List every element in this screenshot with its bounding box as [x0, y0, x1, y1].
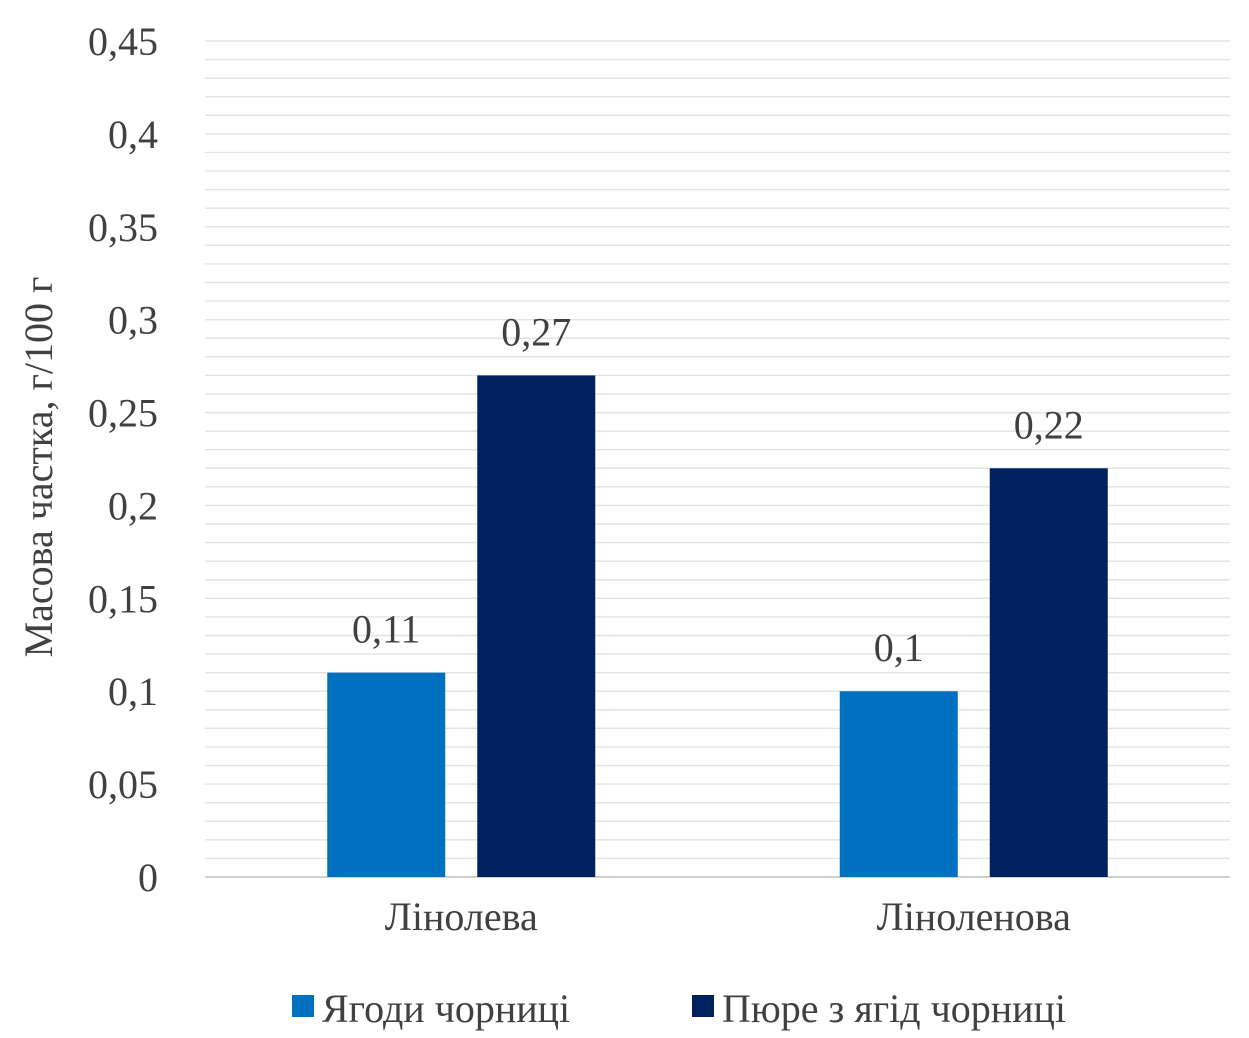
bar [477, 375, 596, 877]
y-tick-label: 0,3 [108, 298, 158, 343]
legend-label: Ягоди чорниці [322, 986, 570, 1031]
data-label: 0,22 [1014, 402, 1084, 447]
y-axis-ticks: 0 0,05 0,1 0,15 0,2 0,25 0,3 0,35 0,4 0,45 [88, 19, 158, 900]
y-tick-label: 0,45 [88, 19, 158, 64]
data-label: 0,1 [874, 625, 924, 670]
legend-swatch [292, 995, 314, 1017]
x-category-label: Ліноленова [877, 894, 1072, 939]
data-label: 0,27 [501, 309, 571, 354]
y-tick-label: 0,05 [88, 762, 158, 807]
x-axis-categories: Лінолева Ліноленова [385, 894, 1071, 939]
y-tick-label: 0,2 [108, 483, 158, 528]
y-tick-label: 0,15 [88, 576, 158, 621]
bar [989, 468, 1108, 877]
data-label: 0,11 [352, 607, 421, 652]
y-tick-label: 0,35 [88, 205, 158, 250]
y-tick-label: 0 [138, 855, 158, 900]
legend-label: Пюре з ягід чорниці [722, 986, 1066, 1031]
x-category-label: Лінолева [385, 894, 538, 939]
data-labels: 0,11 0,27 0,1 0,22 [352, 309, 1084, 670]
y-tick-label: 0,4 [108, 112, 158, 157]
bars [327, 375, 1108, 877]
y-tick-label: 0,1 [108, 669, 158, 714]
legend: Ягоди чорниці Пюре з ягід чорниці [292, 986, 1066, 1031]
y-axis-title: Масова частка, г/100 г [16, 277, 61, 658]
bar [327, 672, 446, 877]
legend-swatch [692, 995, 714, 1017]
bar [839, 691, 958, 877]
y-tick-label: 0,25 [88, 391, 158, 436]
